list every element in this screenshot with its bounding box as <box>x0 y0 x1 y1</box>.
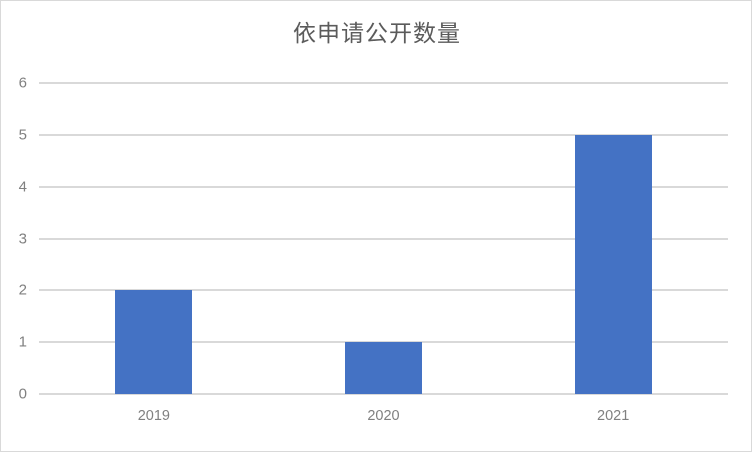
bar[interactable] <box>574 134 652 394</box>
x-axis-tick-label: 2020 <box>367 408 400 424</box>
gridline <box>39 185 728 188</box>
axis-baseline <box>39 393 728 395</box>
y-axis-tick-label: 2 <box>18 281 27 299</box>
y-axis-tick-label: 0 <box>18 385 27 403</box>
y-axis-tick-label: 5 <box>18 126 27 144</box>
gridline <box>39 341 728 344</box>
bar[interactable] <box>345 342 422 394</box>
gridline <box>39 133 728 136</box>
bar[interactable] <box>115 290 193 394</box>
y-axis-tick-label: 4 <box>18 178 27 196</box>
y-axis-tick-label: 3 <box>18 230 27 247</box>
gridline <box>39 237 728 240</box>
gridline <box>39 82 728 84</box>
plot-area: 0 1 2 3 4 5 6 2019 2020 2021 <box>19 76 728 424</box>
gridline <box>39 289 728 292</box>
y-axis-tick-label: 1 <box>18 333 27 351</box>
x-axis-tick-label: 2021 <box>597 408 630 424</box>
x-axis-tick-label: 2019 <box>137 408 170 424</box>
y-axis-tick-label: 6 <box>18 74 27 92</box>
chart-title: 依申请公开数量 <box>293 20 461 46</box>
